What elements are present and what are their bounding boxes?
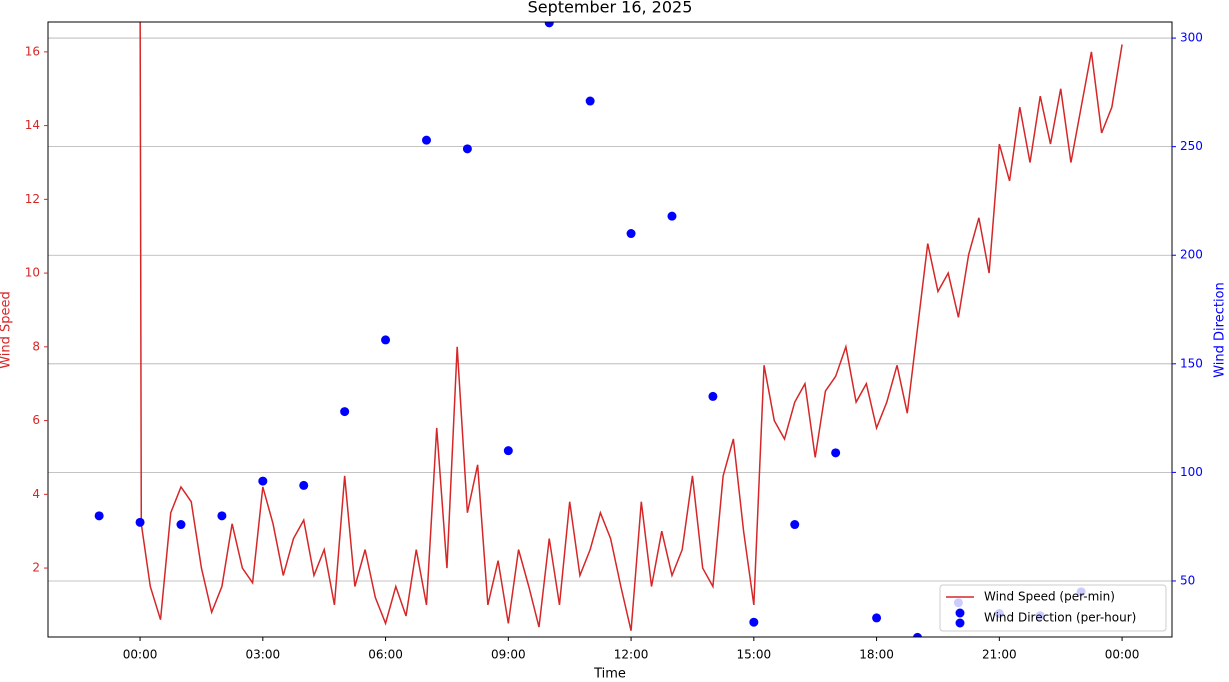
y-tick-label: 2: [32, 561, 40, 575]
y-tick-label: 10: [25, 266, 40, 280]
direction-point: [585, 96, 595, 106]
x-tick-label: 12:00: [614, 648, 649, 662]
x-axis-label: Time: [593, 667, 626, 682]
plot-area: [94, 22, 1123, 637]
direction-point: [626, 229, 636, 239]
legend-label: Wind Speed (per-min): [984, 590, 1115, 604]
direction-point: [258, 476, 268, 486]
y2-axis-label: Wind Direction: [1213, 282, 1228, 378]
direction-point: [667, 211, 677, 221]
legend: Wind Speed (per-min) Wind Direction (per-…: [939, 584, 1167, 632]
legend-box: [939, 584, 1167, 632]
legend-dot: [955, 618, 965, 628]
x-tick-label: 21:00: [982, 648, 1017, 662]
grid: [48, 37, 1172, 582]
y-tick-label: 6: [32, 413, 40, 427]
direction-point: [913, 632, 922, 637]
direction-point: [340, 407, 350, 417]
x-tick-label: 00:00: [1105, 648, 1140, 662]
x-tick-label: 06:00: [368, 648, 403, 662]
y-tick-label: 16: [25, 44, 40, 58]
direction-point: [462, 144, 472, 154]
direction-point: [544, 22, 554, 28]
y2-tick-label: 150: [1180, 356, 1203, 370]
direction-point: [749, 617, 759, 627]
y2-tick-label: 250: [1180, 139, 1203, 153]
plot-frame: [47, 21, 1173, 638]
x-tick-label: 03:00: [246, 648, 281, 662]
x-tick-label: 00:00: [123, 648, 158, 662]
direction-point: [872, 613, 882, 623]
direction-point: [503, 446, 513, 456]
direction-point: [381, 335, 391, 345]
direction-point: [217, 511, 227, 521]
legend-label: Wind Direction (per-hour): [984, 611, 1136, 625]
direction-point: [94, 511, 104, 521]
y-tick-label: 8: [32, 339, 40, 353]
legend-dot: [955, 608, 965, 618]
direction-point: [176, 520, 186, 530]
direction-point: [790, 520, 800, 530]
direction-point: [708, 391, 718, 401]
y-axis-label: Wind Speed: [0, 291, 14, 369]
y2-tick-label: 300: [1180, 31, 1203, 45]
y2-tick-label: 100: [1180, 465, 1203, 479]
x-tick-label: 09:00: [491, 648, 526, 662]
y-tick-label: 4: [32, 487, 40, 501]
y-tick-label: 12: [25, 192, 40, 206]
x-tick-label: 15:00: [737, 648, 772, 662]
y-tick-label: 14: [25, 118, 40, 132]
speed-line: [139, 22, 1123, 631]
direction-point: [421, 135, 431, 145]
axes: 00:00 03:00 06:00 09:00 12:00 15:00 18:00 21:00…: [25, 31, 1203, 662]
chart-title: September 16, 2025: [528, 0, 693, 17]
x-tick-label: 18:00: [859, 648, 894, 662]
direction-point: [831, 448, 841, 458]
y2-tick-label: 50: [1180, 573, 1195, 587]
direction-point: [135, 517, 145, 527]
direction-point: [299, 480, 309, 490]
y2-tick-label: 200: [1180, 248, 1203, 262]
